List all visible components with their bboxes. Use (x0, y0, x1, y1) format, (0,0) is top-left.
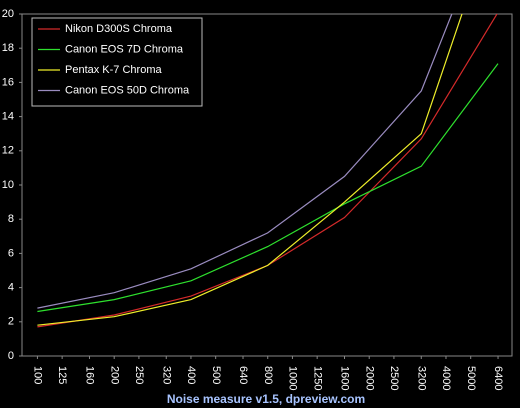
x-tick-label: 2000 (363, 366, 375, 390)
y-tick-label: 2 (8, 316, 14, 328)
x-tick-label: 200 (108, 366, 120, 384)
y-tick-label: 8 (8, 213, 14, 225)
x-tick-label: 4000 (440, 366, 452, 390)
y-tick-label: 6 (8, 247, 14, 259)
x-tick-label: 250 (133, 366, 145, 384)
footer: Noise measure v1.5, dpreview.com (167, 392, 365, 406)
series-line (37, 14, 463, 326)
y-tick-label: 18 (2, 42, 14, 54)
x-tick-label: 1600 (339, 366, 351, 390)
x-tick-label: 800 (262, 366, 274, 384)
x-tick-label: 100 (32, 366, 44, 384)
x-tick-label: 400 (185, 366, 197, 384)
series-line (37, 14, 453, 309)
y-tick-label: 12 (2, 145, 14, 157)
series-line (37, 63, 499, 313)
y-tick-label: 4 (8, 282, 14, 294)
plot-lines (37, 14, 499, 328)
x-tick-label: 2500 (388, 366, 400, 390)
x-tick-label: 640 (237, 366, 249, 384)
legend-label: Pentax K-7 Chroma (65, 64, 162, 76)
x-tick-label: 3200 (415, 366, 427, 390)
x-tick-label: 1000 (287, 366, 299, 390)
x-tick-label: 500 (210, 366, 222, 384)
x-tick-label: 6400 (492, 366, 504, 390)
legend-label: Nikon D300S Chroma (65, 23, 173, 35)
x-tick-label: 5000 (465, 366, 477, 390)
y-tick-label: 14 (2, 111, 14, 123)
y-tick-label: 0 (8, 350, 14, 362)
x-tick-label: 320 (160, 366, 172, 384)
legend-label: Canon EOS 7D Chroma (65, 43, 184, 55)
y-tick-label: 16 (2, 76, 14, 88)
x-tick-label: 160 (84, 366, 96, 384)
legend-label: Canon EOS 50D Chroma (65, 84, 190, 96)
legend-box (31, 17, 203, 107)
y-tick-label: 20 (2, 8, 14, 20)
x-tick-label: 1250 (311, 366, 323, 390)
y-tick-label: 10 (2, 179, 14, 191)
x-tick-label: 125 (56, 366, 68, 384)
